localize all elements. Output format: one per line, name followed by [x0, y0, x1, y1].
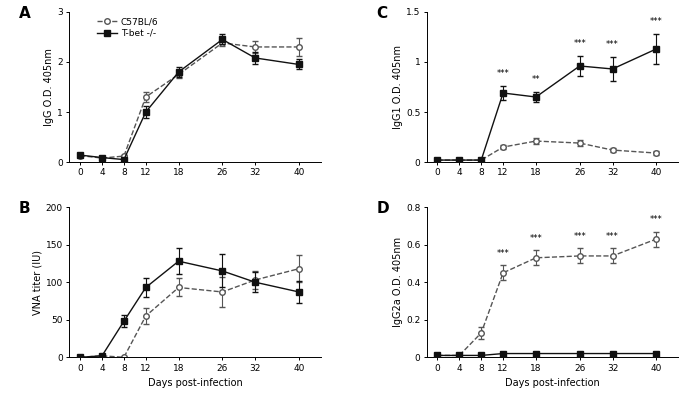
Text: ***: ***: [650, 17, 663, 27]
Y-axis label: IgG1 O.D. 405nm: IgG1 O.D. 405nm: [393, 45, 403, 129]
X-axis label: Days post-infection: Days post-infection: [505, 378, 600, 388]
X-axis label: Days post-infection: Days post-infection: [147, 378, 242, 388]
Text: **: **: [531, 75, 540, 85]
Text: ***: ***: [573, 232, 586, 241]
Text: B: B: [19, 201, 30, 216]
Y-axis label: IgG2a O.D. 405nm: IgG2a O.D. 405nm: [393, 237, 403, 327]
Text: ***: ***: [606, 40, 619, 50]
Text: A: A: [19, 6, 30, 21]
Text: ***: ***: [497, 69, 509, 79]
Y-axis label: VNA titer (IU): VNA titer (IU): [33, 250, 43, 315]
Text: ***: ***: [497, 249, 509, 258]
Text: ***: ***: [650, 215, 663, 224]
Text: ***: ***: [606, 232, 619, 241]
Text: ***: ***: [573, 39, 586, 48]
Text: ***: ***: [529, 234, 543, 243]
Text: D: D: [376, 201, 389, 216]
Y-axis label: IgG O.D. 405nm: IgG O.D. 405nm: [44, 48, 55, 126]
Legend: C57BL/6, T-bet -/-: C57BL/6, T-bet -/-: [94, 13, 162, 41]
Text: C: C: [376, 6, 388, 21]
